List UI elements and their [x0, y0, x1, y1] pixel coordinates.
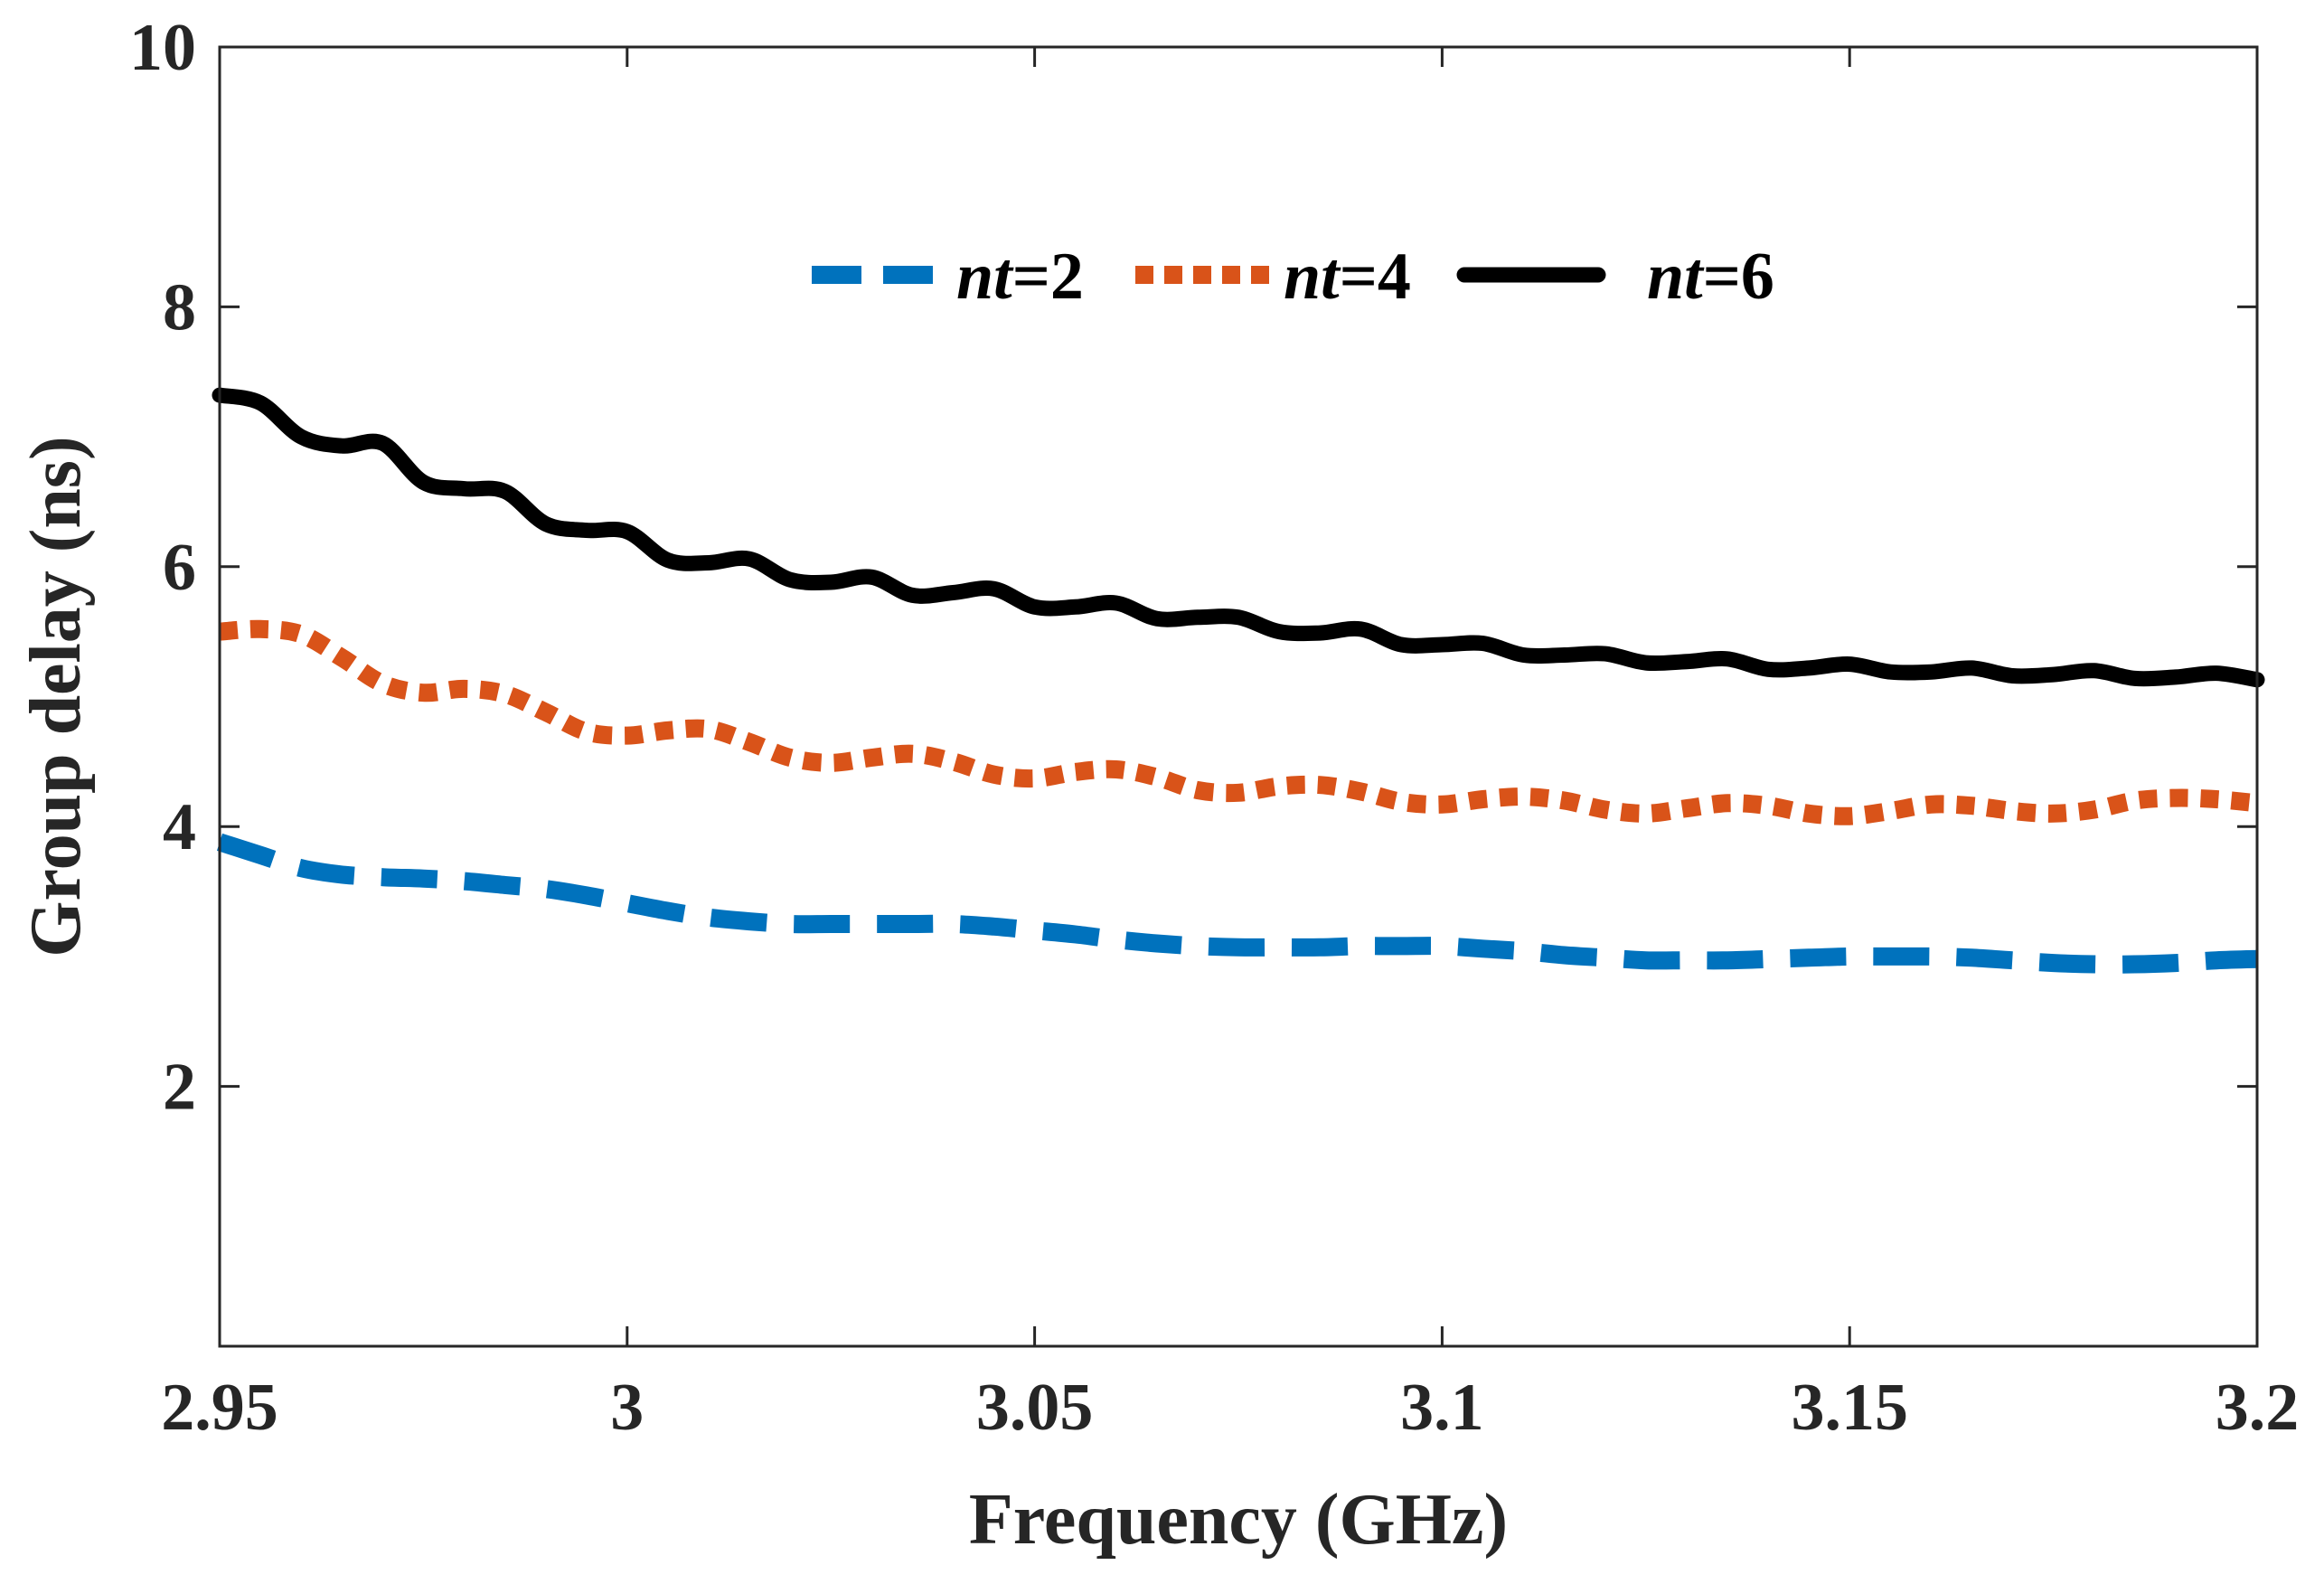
legend-label-suffix: =2 — [1012, 240, 1084, 314]
legend-label-prefix: nt — [956, 240, 1014, 314]
x-tick-label: 3 — [610, 1371, 644, 1445]
y-tick-label: 10 — [129, 11, 196, 85]
x-tick-label: 2.95 — [161, 1371, 278, 1445]
x-tick-label: 3.1 — [1400, 1371, 1484, 1445]
y-tick-label: 8 — [163, 270, 196, 344]
x-tick-label: 3.05 — [976, 1371, 1094, 1445]
y-tick-label: 4 — [163, 790, 196, 864]
ticks-layer: 2.95 3 3.05 3.1 3.15 3.2 2 4 6 8 10 — [129, 11, 2299, 1445]
plot-frame — [218, 45, 2259, 1348]
x-tick-label: 3.2 — [2216, 1371, 2300, 1445]
series-line-nt-2 — [216, 833, 2258, 974]
legend-label: nt=4 — [1284, 240, 1411, 314]
legend-label-suffix: =4 — [1340, 240, 1411, 314]
legend-label-suffix: =6 — [1703, 240, 1774, 314]
legend-label-prefix: nt — [1647, 240, 1705, 314]
y-tick-label: 6 — [163, 531, 196, 605]
legend: nt=2 nt=4 nt=6 — [812, 240, 1774, 314]
series-layer — [212, 387, 2265, 974]
legend-label-prefix: nt — [1284, 240, 1341, 314]
y-axis-title: Group delay (ns) — [16, 436, 96, 957]
x-tick-label: 3.15 — [1791, 1371, 1908, 1445]
series-line-nt-6 — [212, 387, 2265, 688]
legend-label: nt=6 — [1647, 240, 1774, 314]
x-axis-title: Frequency (GHz) — [969, 1480, 1508, 1560]
y-tick-label: 2 — [163, 1051, 196, 1125]
series-line-nt-4 — [219, 619, 2258, 825]
legend-label: nt=2 — [956, 240, 1084, 314]
